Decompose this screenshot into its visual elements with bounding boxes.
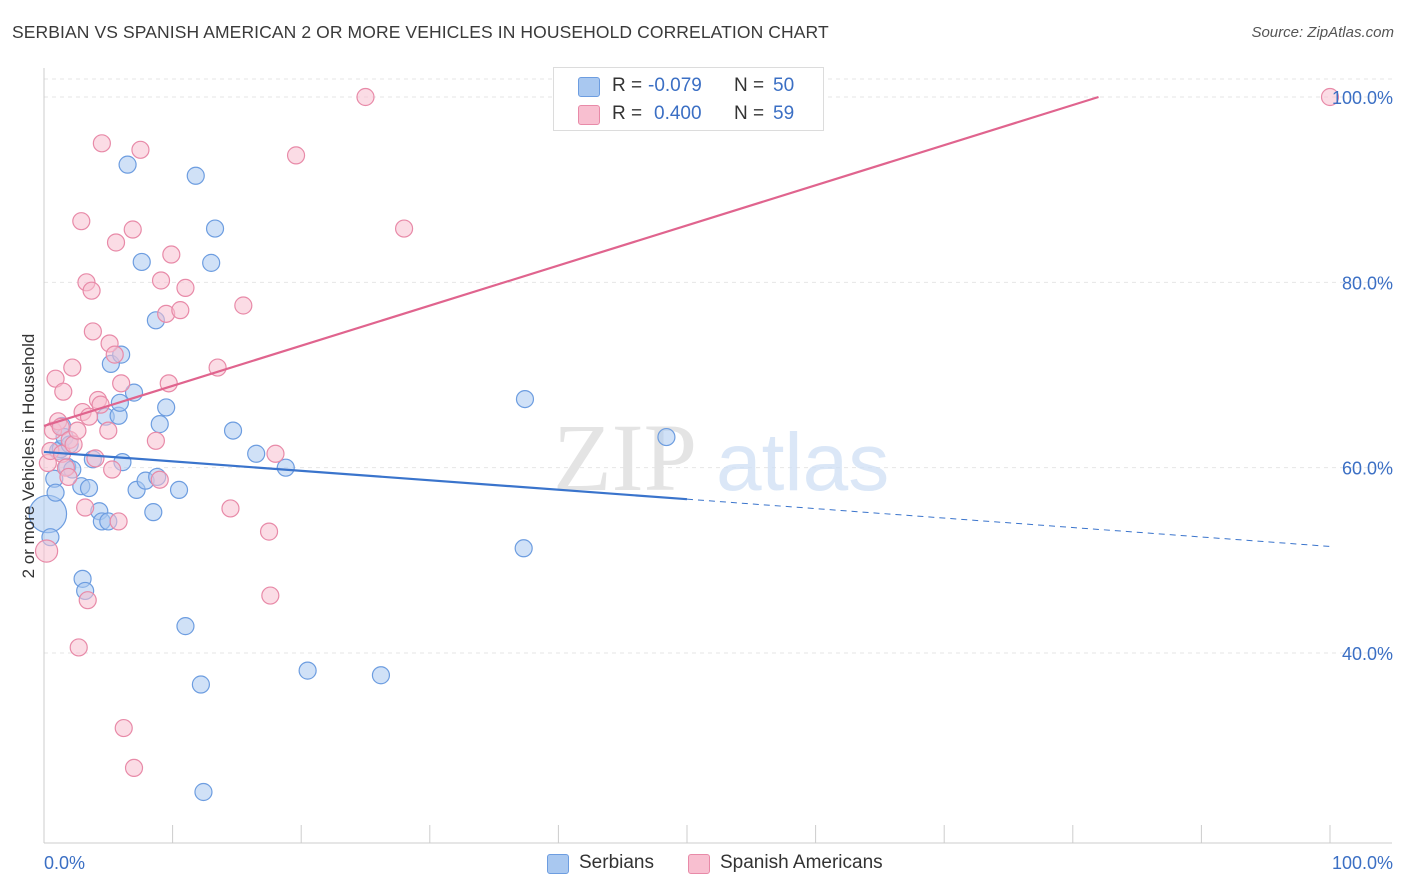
point-spanish-americans (162, 245, 181, 264)
point-spanish-americans (176, 278, 195, 297)
legend-n-value: 59 (773, 103, 795, 124)
point-spanish-americans (54, 382, 73, 401)
legend-row-serbians: R = -0.079 N = 50 (554, 72, 823, 100)
legend-n-label: N = (734, 75, 765, 96)
point-spanish-americans (356, 87, 375, 107)
point-serbians (186, 166, 205, 185)
point-spanish-americans (124, 758, 144, 778)
chart-title: SERBIAN VS SPANISH AMERICAN 2 OR MORE VE… (12, 22, 829, 42)
watermark-zip: ZIP (553, 404, 697, 511)
series-label-serbians: Serbians (579, 852, 654, 873)
series-swatch-serbians (547, 854, 569, 874)
point-spanish-americans (106, 233, 126, 252)
point-serbians (371, 666, 391, 685)
y-tick-label: 80.0% (1342, 273, 1393, 293)
point-serbians (191, 675, 210, 694)
point-spanish-americans (99, 421, 118, 440)
point-spanish-americans (266, 444, 285, 463)
legend-r-label: R = (612, 103, 643, 124)
legend-swatch-spanish-americans (578, 105, 600, 125)
point-serbians (118, 155, 137, 174)
point-spanish-americans (286, 146, 306, 165)
trend-lines (43, 95, 1331, 547)
point-spanish-americans (34, 539, 59, 563)
point-serbians (276, 458, 295, 477)
point-spanish-americans (171, 301, 190, 320)
point-serbians (514, 539, 533, 558)
point-spanish-americans (131, 140, 150, 159)
point-spanish-americans (151, 271, 171, 290)
point-spanish-americans (146, 431, 165, 450)
point-serbians (176, 617, 195, 636)
point-spanish-americans (1320, 87, 1340, 107)
point-serbians (150, 415, 169, 434)
point-spanish-americans (208, 358, 227, 377)
point-serbians (194, 782, 213, 802)
point-spanish-americans (78, 591, 97, 610)
point-spanish-americans (82, 281, 101, 300)
point-spanish-americans (261, 586, 280, 605)
point-serbians (132, 252, 151, 272)
point-spanish-americans (112, 374, 131, 393)
point-spanish-americans (105, 345, 124, 364)
point-serbians (202, 253, 221, 272)
trend-line-serbians-projection (686, 498, 1331, 547)
series-swatch-spanish-americans (688, 854, 710, 874)
y-tick-label: 40.0% (1342, 644, 1393, 664)
series-label-spanish-americans: Spanish Americans (720, 852, 883, 873)
point-spanish-americans (234, 296, 253, 315)
point-spanish-americans (109, 512, 128, 531)
gridlines (44, 78, 1392, 654)
x-tick-label: 100.0% (1332, 853, 1393, 873)
legend-r-value: -0.079 (648, 75, 702, 96)
y-tick-label: 100.0% (1332, 88, 1393, 108)
point-serbians (205, 219, 225, 238)
watermark-atlas: atlas (716, 417, 889, 508)
data-points (28, 87, 1340, 802)
point-spanish-americans (59, 467, 78, 487)
point-serbians (169, 480, 189, 500)
point-serbians (144, 503, 163, 522)
point-spanish-americans (83, 322, 102, 341)
legend-swatch-serbians (578, 77, 600, 97)
point-spanish-americans (69, 638, 88, 657)
point-spanish-americans (103, 460, 122, 479)
stats-legend: R = -0.079 N = 50 R = 0.400 N = 59 (553, 67, 824, 131)
watermark: ZIP atlas (553, 404, 889, 511)
point-serbians (157, 398, 176, 417)
point-spanish-americans (92, 134, 111, 153)
point-spanish-americans (86, 449, 105, 468)
point-serbians (79, 478, 99, 498)
point-serbians (657, 427, 676, 447)
point-serbians (298, 661, 317, 680)
point-serbians (223, 421, 243, 440)
point-spanish-americans (259, 522, 279, 541)
point-serbians (247, 444, 266, 463)
point-spanish-americans (221, 499, 240, 518)
trend-line-spanish-americans (43, 95, 1099, 428)
y-tick-label: 60.0% (1342, 459, 1393, 479)
point-serbians (46, 483, 65, 502)
point-spanish-americans (394, 219, 414, 238)
legend-n-label: N = (734, 103, 765, 124)
point-spanish-americans (114, 718, 133, 738)
y-axis-label: 2 or more Vehicles in Household (19, 333, 38, 579)
point-spanish-americans (63, 358, 82, 377)
point-spanish-americans (150, 470, 169, 489)
legend-r-label: R = (612, 75, 643, 96)
point-spanish-americans (76, 498, 95, 517)
trend-line-serbians (43, 450, 688, 501)
point-serbians (515, 389, 535, 409)
point-spanish-americans (72, 212, 91, 231)
tick-labels: 40.0% 60.0% 80.0% 100.0% 0.0% 100.0% (44, 88, 1393, 873)
point-spanish-americans (123, 220, 142, 239)
legend-n-value: 50 (773, 75, 795, 96)
chart-source: Source: ZipAtlas.com (1251, 24, 1394, 41)
legend-r-value: 0.400 (654, 103, 702, 124)
x-tick-label: 0.0% (44, 853, 85, 873)
legend-row-spanish-americans: R = 0.400 N = 59 (554, 100, 823, 128)
point-spanish-americans (68, 421, 87, 440)
